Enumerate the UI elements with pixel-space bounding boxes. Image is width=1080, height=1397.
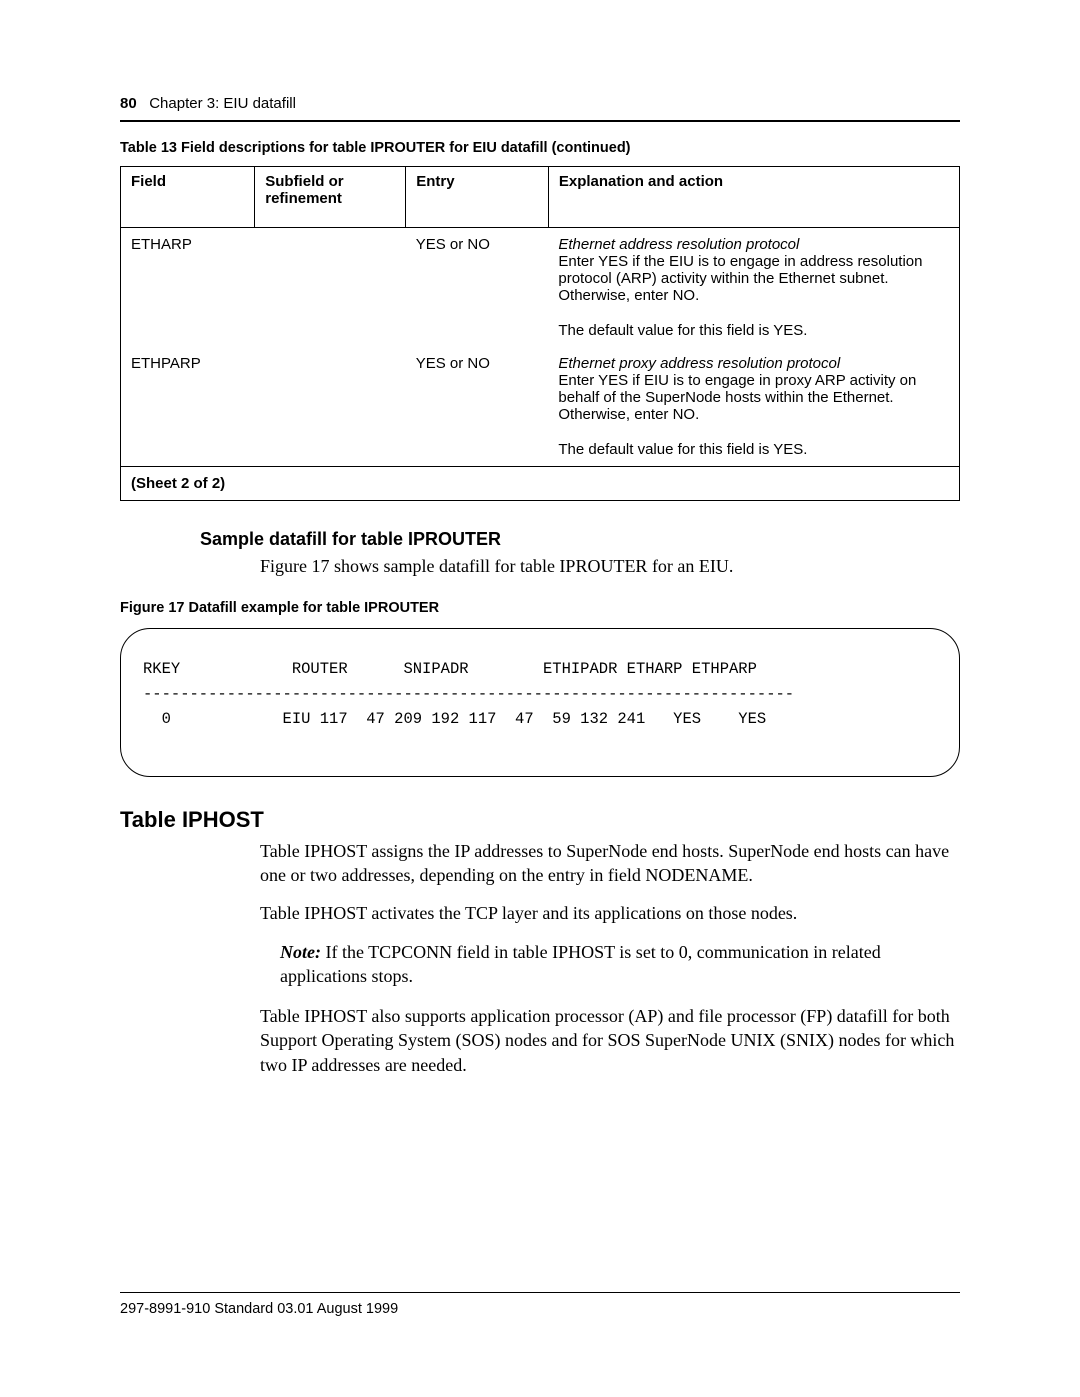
col-header-entry: Entry bbox=[406, 167, 549, 228]
table-row: ETHPARP YES or NO Ethernet proxy address… bbox=[121, 347, 960, 467]
page-number: 80 bbox=[120, 95, 137, 112]
cell-explanation: Ethernet proxy address resolution protoc… bbox=[548, 347, 959, 467]
sheet-indicator: (Sheet 2 of 2) bbox=[121, 467, 960, 501]
explanation-default: The default value for this field is YES. bbox=[558, 322, 949, 339]
explanation-body: Enter YES if the EIU is to engage in add… bbox=[558, 253, 922, 304]
iphost-heading: Table IPHOST bbox=[120, 807, 960, 833]
cell-entry: YES or NO bbox=[406, 228, 549, 348]
sample-datafill-text: Figure 17 shows sample datafill for tabl… bbox=[260, 554, 960, 578]
iphost-p2: Table IPHOST activates the TCP layer and… bbox=[260, 901, 960, 925]
figure17-caption: Figure 17 Datafill example for table IPR… bbox=[120, 600, 960, 616]
explanation-default: The default value for this field is YES. bbox=[558, 441, 949, 458]
iphost-note: Note: If the TCPCONN field in table IPHO… bbox=[280, 940, 920, 989]
running-header: 80 Chapter 3: EIU datafill bbox=[120, 95, 960, 112]
explanation-body: Enter YES if EIU is to engage in proxy A… bbox=[558, 372, 916, 423]
iphost-p1: Table IPHOST assigns the IP addresses to… bbox=[260, 839, 960, 888]
explanation-italic: Ethernet address resolution protocol bbox=[558, 236, 799, 253]
table-row: ETHARP YES or NO Ethernet address resolu… bbox=[121, 228, 960, 348]
col-header-explanation: Explanation and action bbox=[548, 167, 959, 228]
note-text: If the TCPCONN field in table IPHOST is … bbox=[280, 942, 881, 986]
table13-sheet-row: (Sheet 2 of 2) bbox=[121, 467, 960, 501]
figure17-box: RKEY ROUTER SNIPADR ETHIPADR ETHARP ETHP… bbox=[120, 628, 960, 776]
table13-header-row: Field Subfield or refinement Entry Expla… bbox=[121, 167, 960, 228]
iphost-p3: Table IPHOST also supports application p… bbox=[260, 1004, 960, 1077]
col-header-field: Field bbox=[121, 167, 255, 228]
footer-rule bbox=[120, 1292, 960, 1293]
header-rule bbox=[120, 120, 960, 122]
sample-datafill-heading: Sample datafill for table IPROUTER bbox=[200, 529, 960, 550]
table13: Field Subfield or refinement Entry Expla… bbox=[120, 166, 960, 501]
cell-subfield bbox=[255, 228, 406, 348]
cell-field: ETHARP bbox=[121, 228, 255, 348]
cell-field: ETHPARP bbox=[121, 347, 255, 467]
explanation-italic: Ethernet proxy address resolution protoc… bbox=[558, 355, 840, 372]
cell-explanation: Ethernet address resolution protocol Ent… bbox=[548, 228, 959, 348]
cell-subfield bbox=[255, 347, 406, 467]
chapter-label: Chapter 3: EIU datafill bbox=[149, 95, 296, 112]
cell-entry: YES or NO bbox=[406, 347, 549, 467]
col-header-subfield: Subfield or refinement bbox=[255, 167, 406, 228]
note-label: Note: bbox=[280, 942, 321, 962]
table13-caption: Table 13 Field descriptions for table IP… bbox=[120, 140, 960, 156]
page-footer: 297-8991-910 Standard 03.01 August 1999 bbox=[120, 1292, 960, 1317]
footer-text: 297-8991-910 Standard 03.01 August 1999 bbox=[120, 1301, 960, 1317]
